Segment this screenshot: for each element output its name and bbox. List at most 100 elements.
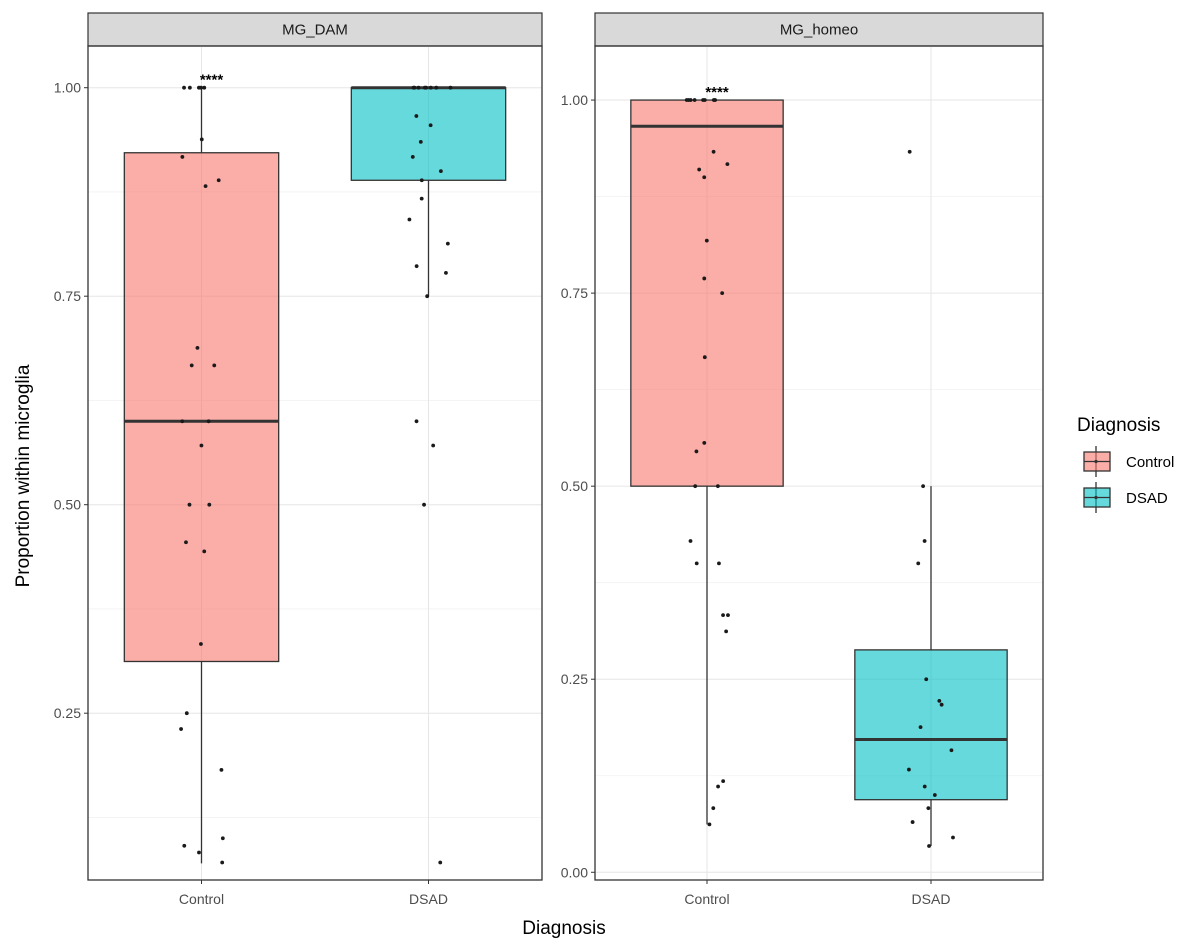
data-point-control	[197, 85, 201, 90]
x-tick-label-control: Control	[179, 891, 224, 907]
legend-label-control: Control	[1126, 454, 1174, 471]
data-point-control	[707, 822, 712, 827]
data-point-control	[206, 419, 211, 424]
panel-border	[87, 45, 543, 881]
data-point-dsad	[907, 149, 912, 154]
data-point-control	[199, 642, 203, 646]
data-point-control	[725, 162, 730, 167]
data-point-dsad	[927, 844, 931, 848]
data-point-dsad	[922, 784, 927, 789]
data-point-control	[701, 98, 705, 102]
data-point-dsad	[411, 85, 416, 90]
data-point-control	[726, 613, 730, 618]
y-tick-label: 1.00	[54, 80, 81, 96]
data-point-dsad	[918, 725, 923, 729]
y-tick-label: 0.25	[54, 705, 81, 721]
data-point-control	[684, 98, 689, 102]
data-point-control	[220, 836, 225, 841]
legend: Diagnosis Control DSAD	[1077, 415, 1174, 513]
y-tick-label: 0.75	[54, 288, 81, 304]
data-point-dsad	[444, 270, 448, 275]
data-point-dsad	[910, 820, 915, 824]
data-point-dsad	[949, 748, 954, 753]
data-point-control	[195, 346, 200, 350]
significance-label: ****	[200, 72, 224, 89]
data-point-dsad	[419, 178, 424, 183]
data-point-control	[688, 539, 693, 543]
x-axis-title: Diagnosis	[522, 918, 605, 939]
data-point-dsad	[924, 677, 929, 682]
strip-mg-homeo	[594, 12, 1044, 47]
data-point-control	[182, 843, 187, 848]
data-point-dsad	[424, 85, 428, 90]
data-point-control	[180, 155, 185, 159]
data-point-control	[199, 137, 204, 142]
data-point-dsad	[916, 561, 921, 566]
strip-mg-dam	[87, 12, 543, 47]
legend-item-control: Control	[1083, 446, 1174, 477]
panel-mg-dam: MG_DAM 0.25 0.50 0.75 1.00 **** Control DSAD	[54, 12, 543, 907]
data-point-control	[716, 784, 720, 789]
panel-border	[594, 45, 1044, 881]
data-point-dsad	[428, 123, 433, 128]
data-point-control	[189, 363, 194, 368]
y-tick-label: 0.75	[561, 285, 588, 301]
data-point-control	[180, 419, 185, 424]
strip-label-mg-dam: MG_DAM	[282, 22, 348, 39]
data-point-control	[184, 540, 188, 545]
box-control	[123, 152, 280, 663]
data-point-dsad	[926, 806, 931, 811]
data-point-control	[182, 85, 186, 90]
data-point-dsad	[425, 294, 430, 299]
legend-title: Diagnosis	[1077, 415, 1160, 436]
data-point-dsad	[431, 443, 436, 448]
data-point-control	[702, 355, 707, 360]
data-point-dsad	[951, 835, 955, 840]
data-point-dsad	[414, 114, 419, 118]
y-tick-label: 1.00	[561, 92, 588, 108]
data-point-dsad	[428, 85, 433, 90]
data-point-control	[184, 711, 189, 716]
data-point-dsad	[438, 169, 443, 174]
data-point-control	[179, 727, 183, 731]
box-dsad	[350, 87, 507, 181]
data-point-control	[694, 561, 699, 566]
box-control	[630, 99, 784, 487]
data-point-control	[219, 768, 224, 772]
y-axis-title: Proportion within microglia	[13, 364, 34, 587]
x-tick-label-control: Control	[684, 891, 729, 907]
data-point-control	[717, 561, 721, 566]
data-point-control	[694, 449, 699, 454]
data-point-control	[692, 98, 697, 102]
data-point-control	[202, 85, 207, 90]
y-tick-label: 0.25	[561, 671, 588, 687]
legend-key-dsad-point	[1094, 495, 1098, 500]
data-point-control	[212, 363, 217, 368]
data-point-control	[207, 502, 212, 507]
data-point-dsad	[414, 419, 419, 424]
data-point-dsad	[438, 860, 443, 865]
data-point-control	[715, 484, 720, 489]
data-point-dsad	[410, 155, 415, 159]
data-point-control	[724, 629, 729, 634]
data-point-control	[704, 238, 709, 243]
data-point-dsad	[419, 196, 424, 201]
data-point-control	[202, 549, 207, 554]
data-point-dsad	[448, 85, 453, 90]
data-point-dsad	[422, 502, 426, 507]
data-point-control	[199, 443, 204, 448]
strip-label-mg-homeo: MG_homeo	[780, 22, 858, 39]
x-tick-label-dsad: DSAD	[409, 891, 448, 907]
data-point-control	[713, 98, 718, 102]
legend-label-dsad: DSAD	[1126, 490, 1168, 507]
data-point-dsad	[907, 767, 911, 772]
data-point-control	[187, 85, 192, 90]
data-point-control	[711, 806, 716, 811]
significance-label: ****	[705, 84, 729, 101]
x-tick-label-dsad: DSAD	[912, 891, 951, 907]
data-point-control	[702, 175, 707, 180]
data-point-dsad	[932, 793, 937, 797]
legend-item-dsad: DSAD	[1083, 482, 1168, 513]
data-point-control	[720, 291, 725, 296]
